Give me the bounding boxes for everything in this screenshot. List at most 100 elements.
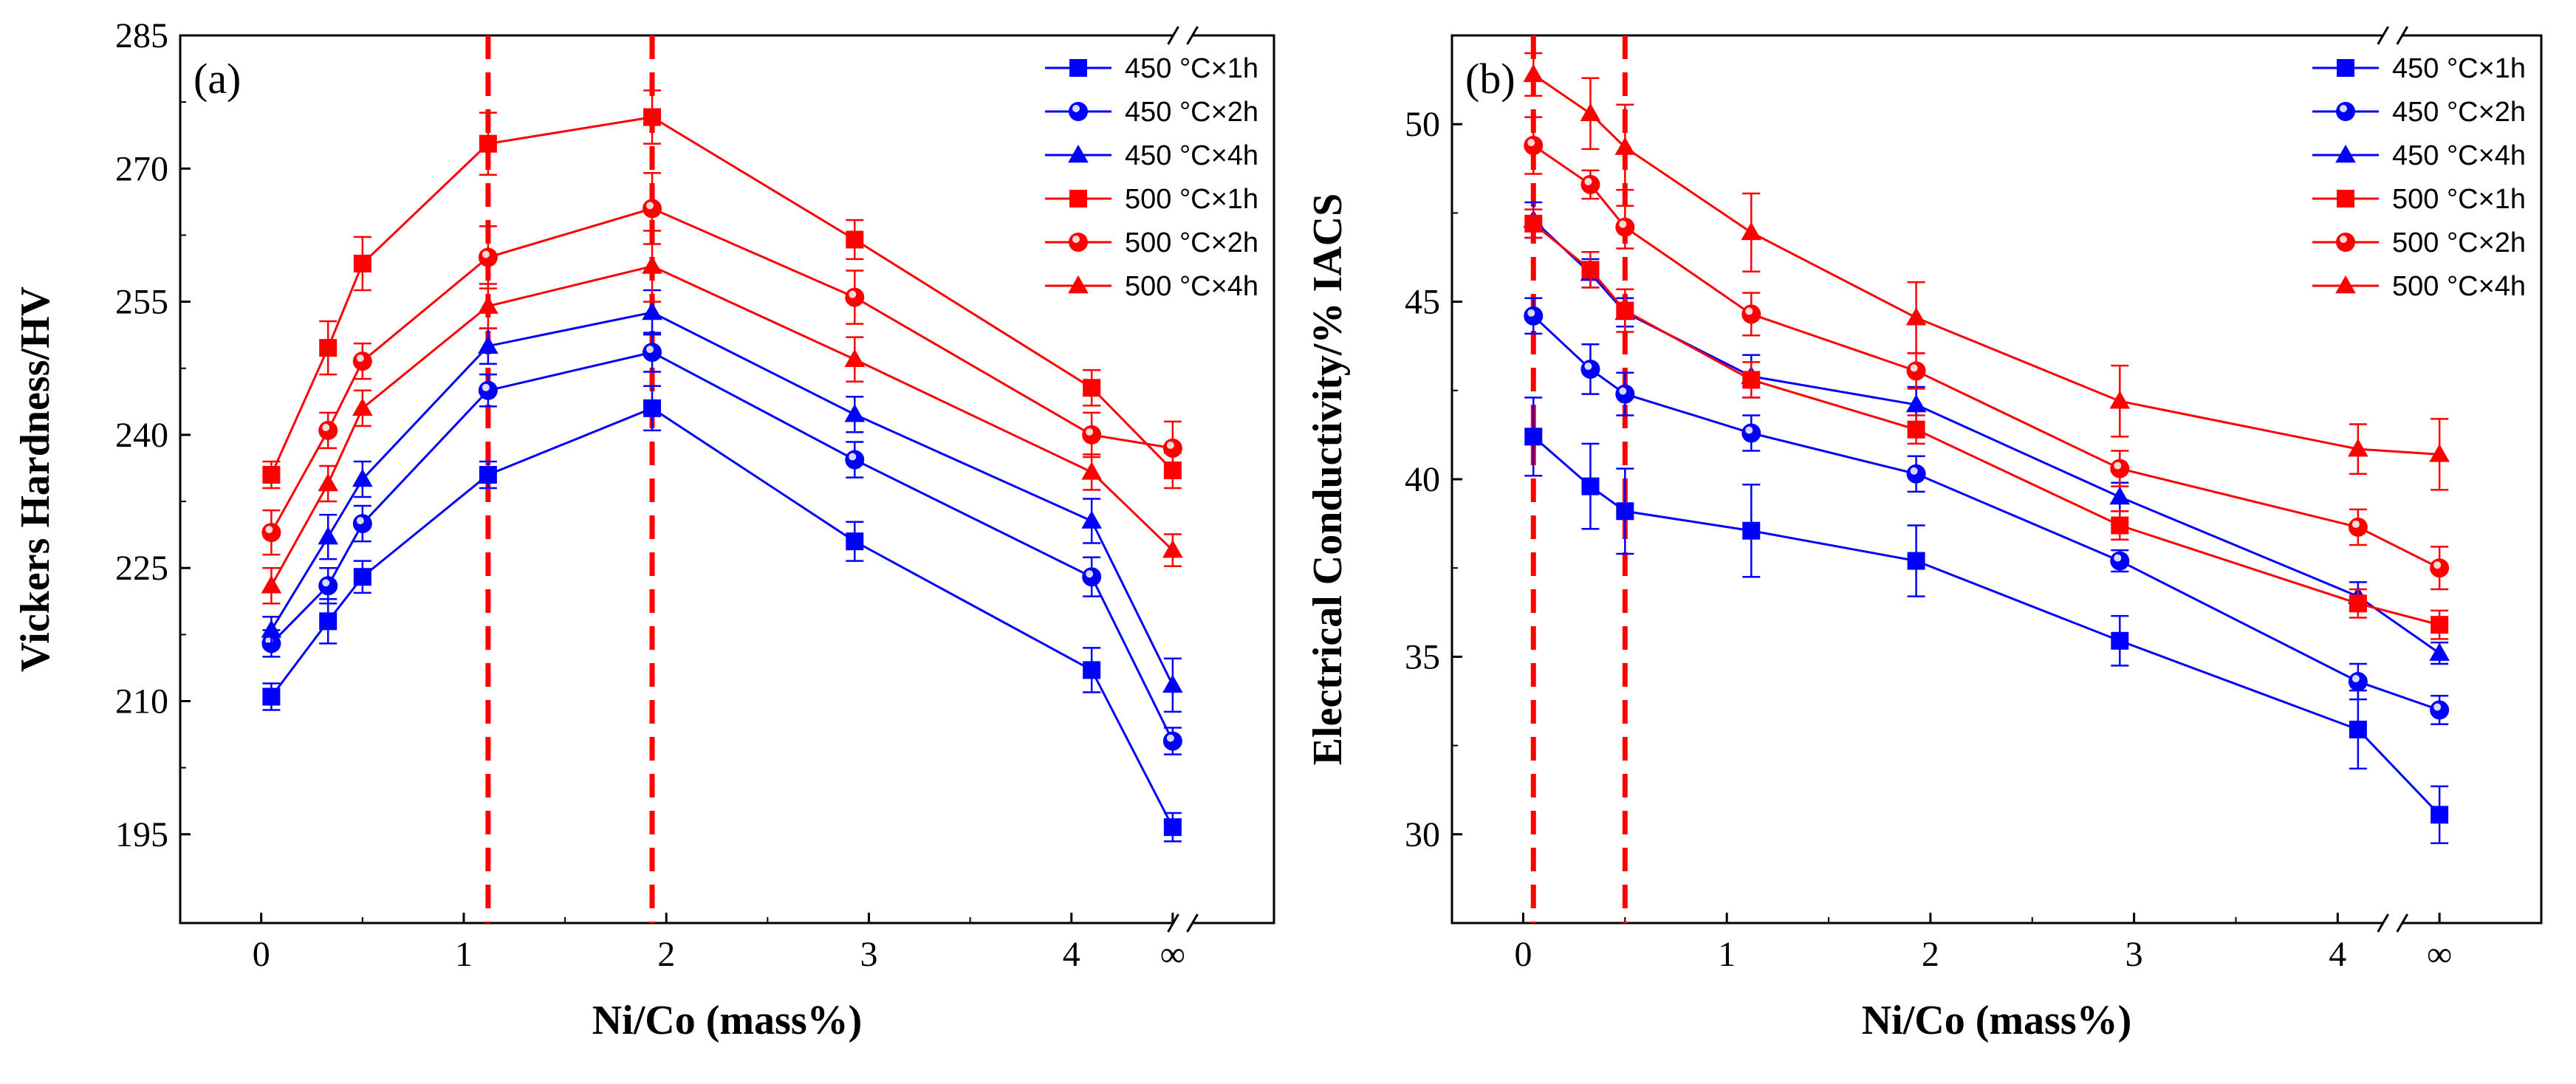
x-tick-label-b: ∞ — [2427, 935, 2452, 974]
chart-a-marker-triangle — [318, 526, 339, 545]
chart-b-marker-circle-highlight — [2433, 703, 2442, 711]
axis-break-mark-b — [2396, 913, 2409, 933]
chart-a-marker-circle — [1069, 102, 1088, 121]
chart-b-marker-circle-highlight — [2114, 462, 2122, 470]
axis-break-mark-a — [1186, 26, 1199, 45]
legend-label-a: 500 °C×4h — [1125, 271, 1258, 302]
chart-a-marker-triangle — [261, 620, 282, 638]
series-line-b — [1532, 436, 2441, 816]
chart-b-marker-square — [1907, 420, 1925, 439]
chart-b-marker-triangle — [2335, 144, 2356, 163]
legend-b: 450 °C×1h 450 °C×2h 450 °C×4h 500 °C×1h 500 … — [2312, 53, 2526, 302]
chart-a-marker-square — [479, 134, 497, 153]
x-tick-label-a: 0 — [253, 935, 270, 974]
chart-a-marker-triangle — [1068, 275, 1089, 294]
chart-b-marker-circle — [1580, 174, 1600, 194]
series-a-2 — [261, 289, 1183, 713]
chart-b-marker-circle-highlight — [2340, 105, 2347, 112]
y-tick-label-b: 30 — [1405, 815, 1440, 854]
legend-label-a: 450 °C×2h — [1125, 97, 1258, 128]
y-tick-label-a: 240 — [115, 416, 168, 455]
chart-a-marker-circle — [1082, 425, 1102, 445]
axis-break-gap-b — [2383, 917, 2402, 929]
chart-a-marker-square — [353, 568, 371, 586]
chart-b-marker-circle — [1615, 217, 1635, 237]
series-line-b — [1532, 73, 2440, 456]
chart-b-marker-triangle — [2335, 275, 2356, 294]
chart-a-marker-circle — [643, 343, 662, 363]
axis-break-gap-b — [2383, 30, 2402, 41]
chart-a-marker-triangle — [261, 575, 282, 594]
series-line-a — [270, 311, 1174, 686]
plot-frame-a — [179, 34, 1275, 925]
panel-label-b: (b) — [1465, 55, 1515, 103]
chart-b-marker-square — [1581, 477, 1600, 495]
series-b-3 — [1524, 208, 2449, 640]
x-axis-title-a: Ni/Co (mass%) — [592, 998, 863, 1043]
chart-a-marker-triangle — [1068, 144, 1089, 163]
chart-b-marker-circle-highlight — [1910, 364, 1918, 372]
series-b-2 — [1523, 201, 2450, 665]
chart-a-marker-circle — [352, 351, 372, 371]
chart-a-marker-circle — [318, 576, 338, 596]
chart-b-marker-triangle — [2429, 444, 2450, 462]
axis-break-mark-a — [1167, 913, 1179, 933]
chart-b-marker-triangle — [2109, 391, 2131, 409]
chart-a-marker-square — [1069, 190, 1087, 207]
x-tick-label-a: 3 — [860, 935, 877, 974]
series-b-4 — [1524, 116, 2450, 591]
chart-a-marker-triangle — [478, 335, 499, 354]
chart-a-marker-triangle — [844, 349, 866, 367]
chart-b-marker-circle — [1580, 359, 1600, 379]
x-tick-label-b: 2 — [1922, 935, 1939, 974]
chart-a-marker-square — [1083, 661, 1101, 679]
chart-b-marker-triangle — [1523, 64, 1544, 83]
chart-a-marker-triangle — [352, 397, 373, 416]
legend-label-a: 500 °C×2h — [1125, 227, 1258, 258]
chart-b-marker-circle-body — [1580, 359, 1600, 379]
y-tick-label-a: 255 — [115, 283, 168, 322]
chart-b-marker-circle-highlight — [2351, 520, 2360, 528]
series-b-0 — [1524, 397, 2449, 845]
chart-b-marker-circle-highlight — [1910, 467, 1918, 475]
y-tick-label-a: 195 — [115, 815, 168, 854]
chart-a-marker-circle — [643, 199, 662, 219]
chart-a-marker-triangle — [642, 301, 662, 320]
axis-break-mark-b — [2377, 26, 2390, 45]
series-line-a — [270, 351, 1174, 742]
series-a-1 — [261, 332, 1182, 755]
chart-b-marker-circle — [1615, 384, 1635, 404]
chart-b-marker-square — [1524, 428, 1543, 446]
chart-a-marker-circle — [352, 514, 372, 534]
chart-b-marker-circle — [2336, 102, 2355, 121]
chart-a-marker-square — [262, 465, 281, 484]
chart-a-marker-triangle — [1162, 674, 1183, 693]
chart-a-marker-circle — [478, 247, 498, 267]
chart-b-marker-square — [2349, 720, 2367, 738]
chart-b-marker-circle — [2110, 551, 2130, 571]
x-tick-label-b: 4 — [2329, 935, 2346, 974]
axis-break-mark-b — [2377, 913, 2390, 933]
chart-b-marker-circle-highlight — [1619, 387, 1627, 395]
chart-b-marker-triangle — [2109, 486, 2131, 505]
chart-a-marker-circle — [261, 523, 281, 543]
y-tick-label-a: 285 — [115, 16, 168, 55]
chart-a-marker-circle-highlight — [1166, 734, 1174, 742]
chart-b-marker-circle — [1741, 304, 1761, 324]
chart-a-marker-triangle — [352, 468, 373, 487]
chart-a-marker-circle-highlight — [1086, 428, 1094, 436]
chart-a-marker-circle — [1162, 438, 1182, 458]
chart-b-marker-circle — [1906, 361, 1926, 381]
series-line-a — [270, 264, 1174, 586]
chart-a-marker-circle-highlight — [356, 354, 364, 363]
chart-a-marker-circle-highlight — [1086, 570, 1094, 578]
chart-a-marker-circle — [845, 287, 865, 307]
chart-b-marker-circle — [2430, 558, 2450, 578]
chart-b-marker-circle — [2348, 672, 2368, 692]
chart-b-marker-triangle — [2348, 438, 2368, 457]
chart-b-marker-square — [1524, 214, 1543, 233]
legend-label-b: 450 °C×2h — [2392, 97, 2526, 128]
series-a-5 — [261, 230, 1183, 605]
chart-a-marker-circle-highlight — [1072, 236, 1080, 243]
